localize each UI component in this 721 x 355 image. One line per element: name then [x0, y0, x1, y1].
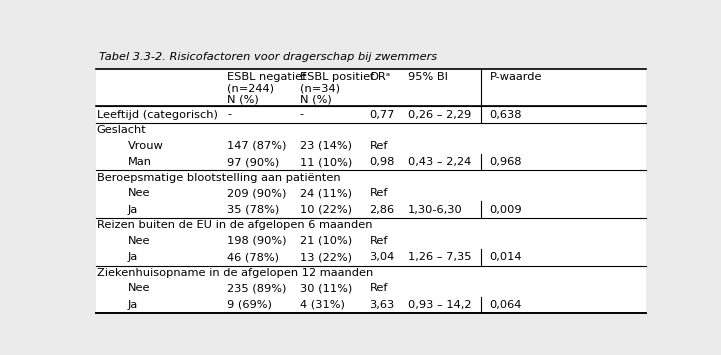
- Text: Ziekenhuisopname in de afgelopen 12 maanden: Ziekenhuisopname in de afgelopen 12 maan…: [97, 268, 373, 278]
- Text: 0,638: 0,638: [490, 110, 522, 120]
- Text: Geslacht: Geslacht: [97, 125, 146, 135]
- Text: 0,93 – 14,2: 0,93 – 14,2: [407, 300, 471, 310]
- Text: Ref: Ref: [369, 236, 388, 246]
- Text: Nee: Nee: [128, 283, 150, 294]
- Text: 46 (78%): 46 (78%): [227, 252, 279, 262]
- Text: Ref: Ref: [369, 188, 388, 198]
- Text: Nee: Nee: [128, 236, 150, 246]
- Text: 21 (10%): 21 (10%): [300, 236, 352, 246]
- Text: 9 (69%): 9 (69%): [227, 300, 272, 310]
- Text: Beroepsmatige blootstelling aan patiënten: Beroepsmatige blootstelling aan patiënte…: [97, 173, 340, 183]
- Text: 10 (22%): 10 (22%): [300, 205, 352, 215]
- Text: Ref: Ref: [369, 283, 388, 294]
- Text: Vrouw: Vrouw: [128, 141, 164, 151]
- Text: 2,86: 2,86: [369, 205, 394, 215]
- Text: ESBL negatief
(n=244)
N (%): ESBL negatief (n=244) N (%): [227, 72, 306, 105]
- Text: 209 (90%): 209 (90%): [227, 188, 286, 198]
- Text: ESBL positief
(n=34)
N (%): ESBL positief (n=34) N (%): [300, 72, 374, 105]
- Text: Ref: Ref: [369, 141, 388, 151]
- Text: Leeftijd (categorisch): Leeftijd (categorisch): [97, 110, 218, 120]
- Text: 4 (31%): 4 (31%): [300, 300, 345, 310]
- Text: -: -: [300, 110, 304, 120]
- Text: Ja: Ja: [128, 205, 138, 215]
- Text: 35 (78%): 35 (78%): [227, 205, 279, 215]
- Text: Reizen buiten de EU in de afgelopen 6 maanden: Reizen buiten de EU in de afgelopen 6 ma…: [97, 220, 372, 230]
- Text: 0,26 – 2,29: 0,26 – 2,29: [407, 110, 471, 120]
- Text: 30 (11%): 30 (11%): [300, 283, 352, 294]
- Text: -: -: [227, 110, 231, 120]
- Text: Tabel 3.3-2. Risicofactoren voor dragerschap bij zwemmers: Tabel 3.3-2. Risicofactoren voor dragers…: [99, 52, 437, 62]
- Text: 95% BI: 95% BI: [407, 72, 448, 82]
- Text: Ja: Ja: [128, 300, 138, 310]
- Text: 0,968: 0,968: [490, 157, 522, 167]
- Text: 11 (10%): 11 (10%): [300, 157, 352, 167]
- Text: 1,26 – 7,35: 1,26 – 7,35: [407, 252, 471, 262]
- Text: 24 (11%): 24 (11%): [300, 188, 352, 198]
- Text: Nee: Nee: [128, 188, 150, 198]
- Text: 0,43 – 2,24: 0,43 – 2,24: [407, 157, 471, 167]
- Text: Ja: Ja: [128, 252, 138, 262]
- Text: 0,009: 0,009: [490, 205, 522, 215]
- Text: P-waarde: P-waarde: [490, 72, 542, 82]
- Text: 235 (89%): 235 (89%): [227, 283, 286, 294]
- Text: 198 (90%): 198 (90%): [227, 236, 286, 246]
- Text: 13 (22%): 13 (22%): [300, 252, 352, 262]
- Text: 97 (90%): 97 (90%): [227, 157, 279, 167]
- Text: 3,63: 3,63: [369, 300, 395, 310]
- Text: 0,98: 0,98: [369, 157, 395, 167]
- Text: 0,014: 0,014: [490, 252, 522, 262]
- Text: 0,064: 0,064: [490, 300, 522, 310]
- Text: 23 (14%): 23 (14%): [300, 141, 352, 151]
- Text: ORᵃ: ORᵃ: [369, 72, 391, 82]
- Text: 1,30-6,30: 1,30-6,30: [407, 205, 462, 215]
- Text: Man: Man: [128, 157, 151, 167]
- Text: 3,04: 3,04: [369, 252, 395, 262]
- Bar: [96, 69, 646, 313]
- Text: 147 (87%): 147 (87%): [227, 141, 286, 151]
- Text: 0,77: 0,77: [369, 110, 395, 120]
